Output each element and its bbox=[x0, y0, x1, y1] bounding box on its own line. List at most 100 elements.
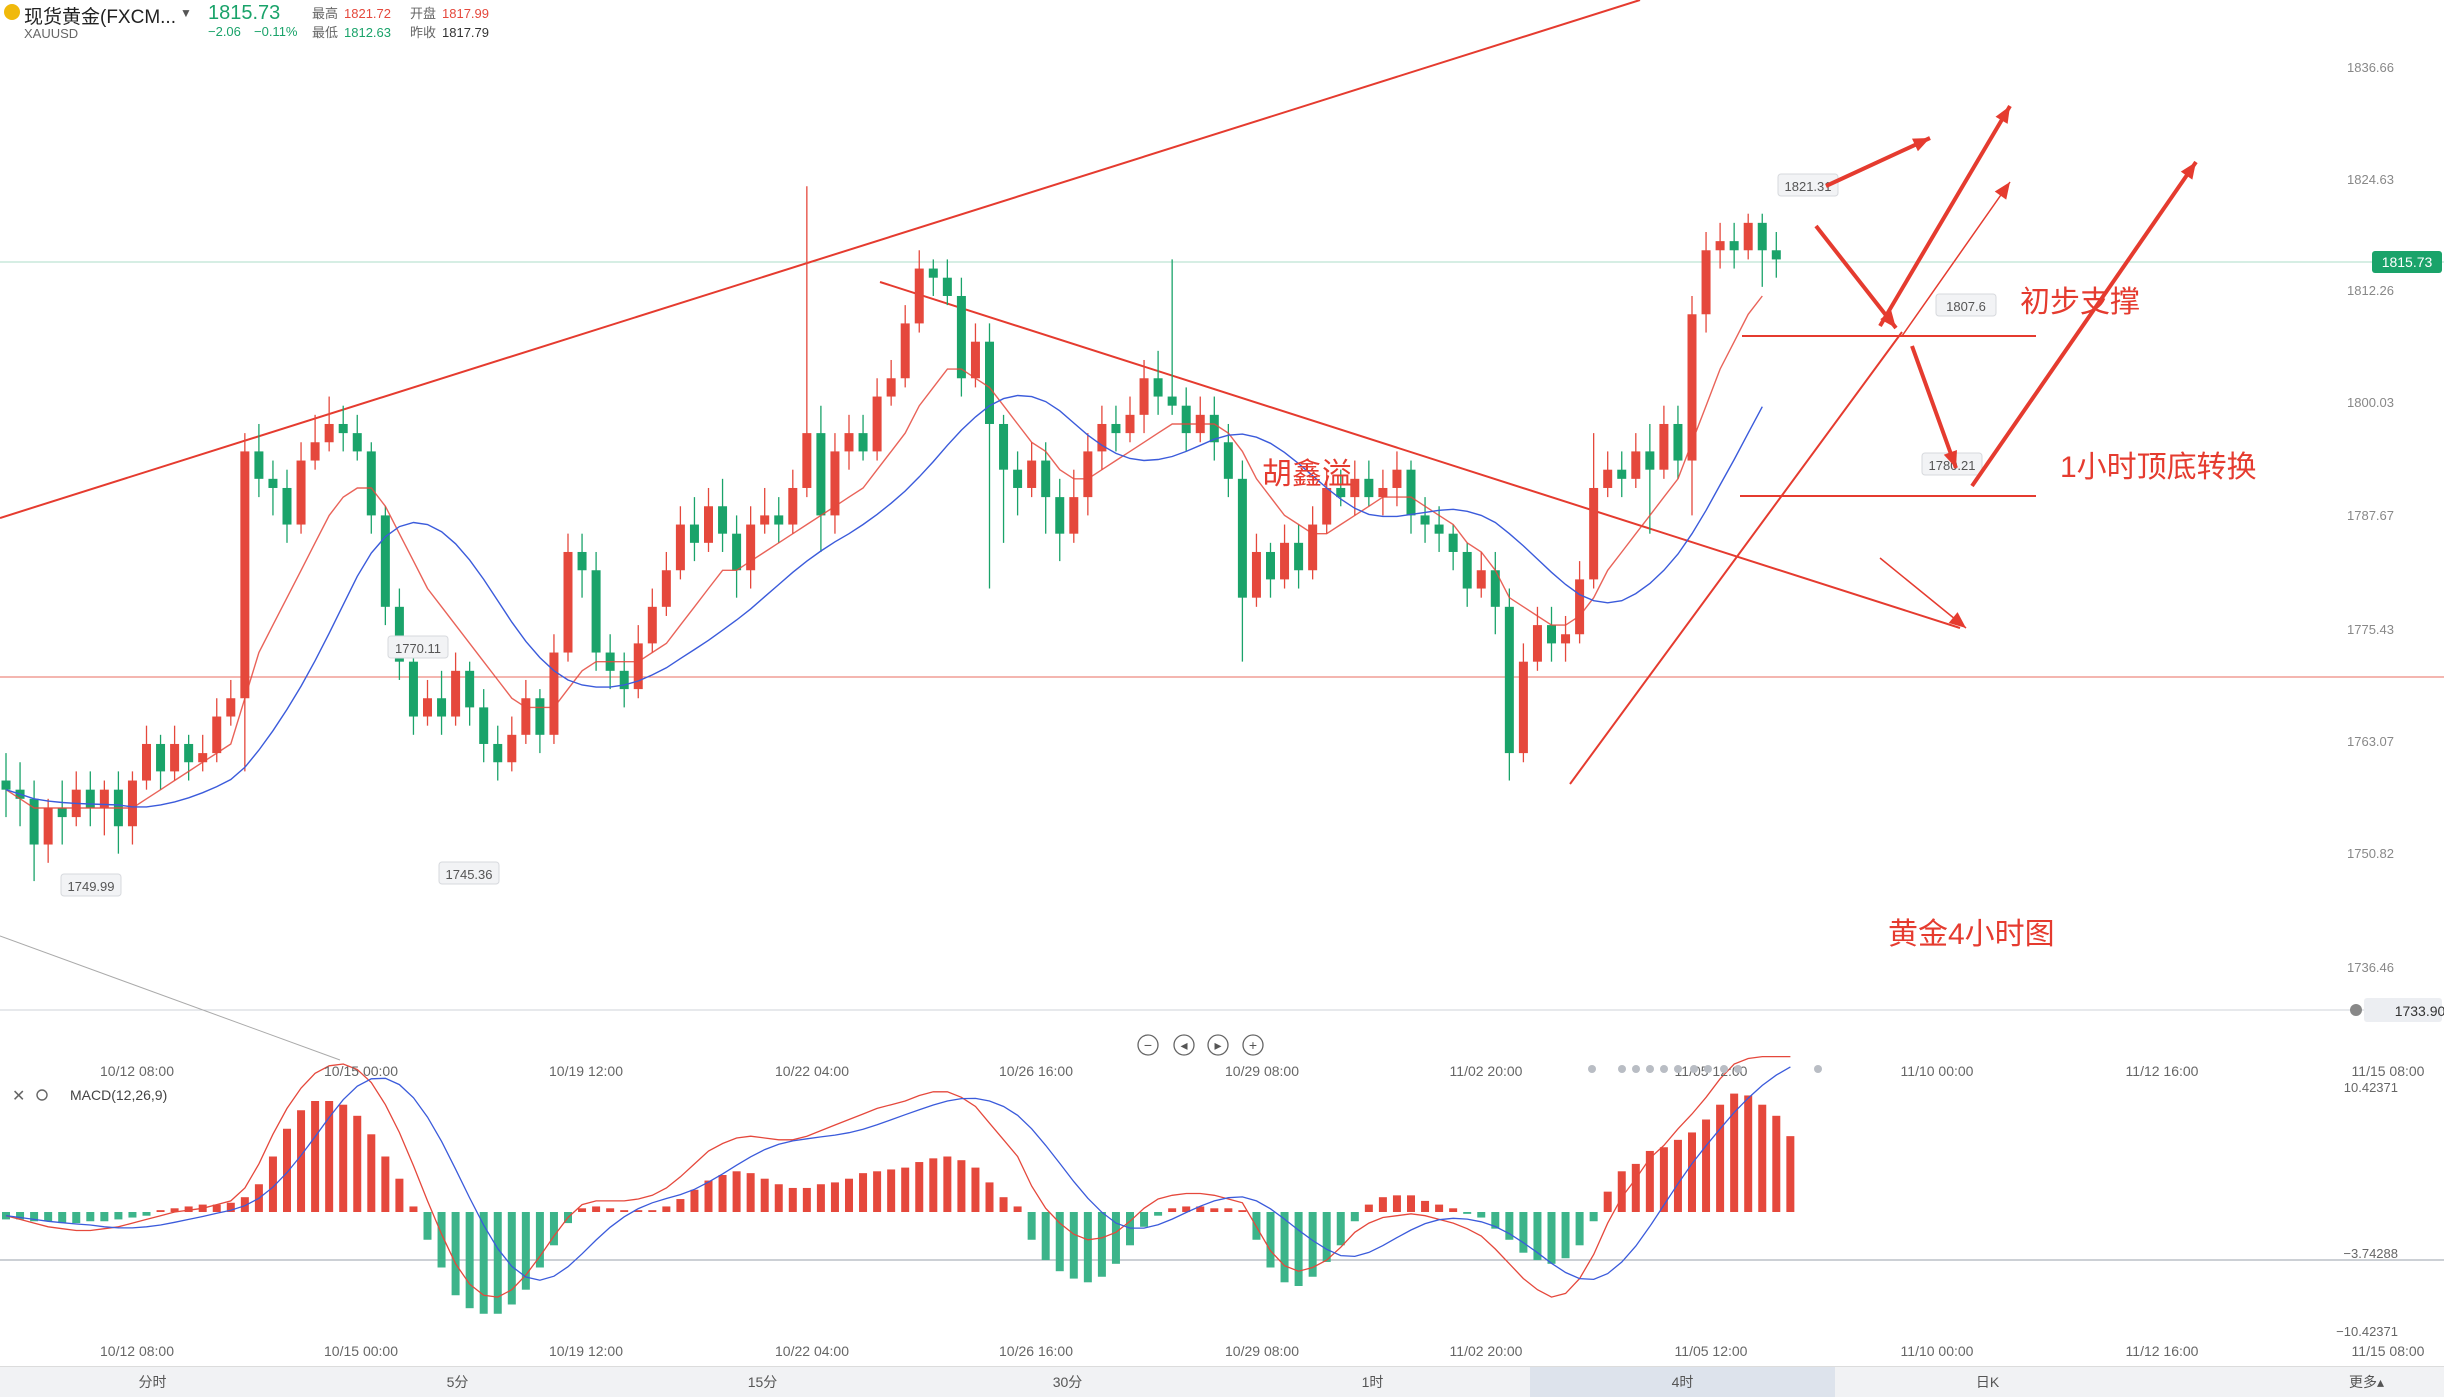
macd-histogram-bar bbox=[1744, 1095, 1753, 1212]
candle-body bbox=[1027, 460, 1037, 488]
macd-histogram-bar bbox=[943, 1156, 952, 1212]
tab-timeshare[interactable]: 分时 bbox=[138, 1374, 167, 1390]
zoom-in-button-circle bbox=[1242, 1034, 1264, 1056]
macd-x-axis-tick-label: 11/02 20:00 bbox=[1450, 1343, 1523, 1359]
macd-histogram-bar bbox=[732, 1171, 741, 1212]
macd-histogram-bar bbox=[1772, 1115, 1781, 1212]
macd-histogram-bar bbox=[1266, 1212, 1275, 1268]
candle-body bbox=[1561, 634, 1571, 644]
macd-histogram-bar bbox=[606, 1208, 615, 1212]
settings-icon[interactable] bbox=[36, 1089, 48, 1101]
candle bbox=[437, 670, 447, 735]
candle-body bbox=[1617, 469, 1627, 479]
candle-body bbox=[774, 515, 784, 525]
tab-1h[interactable]: 1时 bbox=[1361, 1374, 1384, 1390]
tab-30m[interactable]: 30分 bbox=[1052, 1374, 1083, 1390]
candle-body bbox=[1069, 497, 1079, 534]
candle-body bbox=[1139, 378, 1149, 415]
candle bbox=[198, 734, 208, 772]
candle-body bbox=[1167, 396, 1177, 406]
open-label: 开盘 bbox=[410, 6, 437, 21]
candle-body bbox=[675, 524, 685, 571]
candle bbox=[338, 405, 348, 452]
macd-histogram-bar bbox=[1182, 1206, 1191, 1212]
scroll-left-button[interactable]: ◂ bbox=[1173, 1034, 1195, 1056]
macd-histogram-bar bbox=[1069, 1212, 1078, 1279]
close-icon[interactable]: ✕ bbox=[12, 1088, 25, 1105]
candle-body bbox=[1392, 469, 1402, 488]
candle bbox=[1195, 396, 1205, 443]
x-axis-tick-label: 10/19 12:00 bbox=[549, 1063, 623, 1079]
candle-body bbox=[240, 451, 250, 699]
candle bbox=[1575, 561, 1585, 644]
candle-body bbox=[732, 533, 742, 571]
zoom-out-button[interactable]: − bbox=[1137, 1034, 1159, 1056]
candle bbox=[577, 533, 587, 598]
candle-body bbox=[1434, 524, 1444, 534]
tab-15m[interactable]: 15分 bbox=[747, 1374, 778, 1390]
x-axis-tick-label: 11/02 20:00 bbox=[1450, 1063, 1523, 1079]
alert-price-badge[interactable] bbox=[2364, 998, 2442, 1022]
candle bbox=[1490, 551, 1500, 635]
candle bbox=[956, 277, 966, 397]
macd-histogram-bar bbox=[1505, 1212, 1514, 1240]
tab-4h[interactable]: 4时 bbox=[1530, 1367, 1835, 1397]
macd-histogram-bar bbox=[1350, 1212, 1359, 1222]
candle-body bbox=[142, 743, 151, 781]
macd-x-axis-tick-label: 10/15 00:00 bbox=[324, 1343, 398, 1359]
scroll-right-button-circle bbox=[1207, 1034, 1229, 1056]
tab-daily[interactable]: 日K bbox=[1975, 1374, 2000, 1390]
symbol-name[interactable]: 现货黄金(FXCM... bbox=[24, 7, 176, 28]
candle bbox=[1673, 405, 1683, 479]
macd-histogram-bar bbox=[1435, 1204, 1444, 1212]
timeline-dot bbox=[1674, 1065, 1682, 1073]
macd-histogram-bar bbox=[845, 1178, 853, 1212]
candle bbox=[1729, 222, 1739, 269]
timeline-dot bbox=[1588, 1065, 1596, 1073]
bell-icon[interactable] bbox=[2350, 1004, 2362, 1016]
arrow-down-to-support-head bbox=[1880, 310, 1896, 328]
tab-more[interactable]: 更多▴ bbox=[2140, 1367, 2444, 1397]
zoom-out-button-circle bbox=[1137, 1034, 1159, 1056]
y-axis-tick-label: 1775.43 bbox=[2347, 622, 2394, 637]
candle-body bbox=[1631, 451, 1641, 479]
candle-body bbox=[437, 698, 447, 717]
candle-body bbox=[254, 451, 264, 479]
macd-histogram-bar bbox=[184, 1206, 193, 1212]
open-value: 1817.99 bbox=[442, 6, 490, 21]
tab-5m[interactable]: 5分 bbox=[446, 1374, 469, 1390]
macd-histogram-bar bbox=[1547, 1212, 1556, 1264]
candle bbox=[113, 771, 123, 854]
macd-histogram-bar bbox=[999, 1197, 1008, 1212]
macd-x-axis-tick-label: 10/26 16:00 bbox=[999, 1343, 1073, 1359]
gray-trend-line bbox=[0, 935, 341, 1061]
x-axis-tick-label: 10/15 00:00 bbox=[324, 1063, 398, 1079]
candle-body bbox=[1757, 222, 1767, 251]
candle bbox=[1223, 423, 1233, 498]
candle-body bbox=[156, 743, 166, 772]
macd-histogram-bar bbox=[1224, 1208, 1233, 1212]
candle-body bbox=[29, 798, 39, 845]
candle bbox=[1069, 469, 1079, 543]
candle bbox=[788, 469, 798, 534]
candle bbox=[1715, 222, 1725, 269]
candle-body bbox=[914, 268, 924, 324]
timeline-dot bbox=[1734, 1065, 1742, 1073]
x-axis-tick-label: 11/15 08:00 bbox=[2352, 1063, 2425, 1079]
scroll-right-button[interactable]: ▸ bbox=[1207, 1034, 1229, 1056]
chevron-down-icon[interactable]: ▼ bbox=[180, 6, 192, 20]
macd-histogram-bar bbox=[1083, 1212, 1092, 1283]
candle-body bbox=[43, 807, 53, 845]
macd-histogram-bar bbox=[746, 1173, 755, 1212]
candle bbox=[85, 771, 95, 827]
candle bbox=[802, 186, 812, 498]
macd-histogram-bar bbox=[1561, 1212, 1570, 1259]
candle-body bbox=[1687, 314, 1697, 461]
macd-histogram-bar bbox=[507, 1212, 516, 1305]
y-axis-tick-label: 1800.03 bbox=[2347, 395, 2394, 410]
zoom-in-button[interactable]: + bbox=[1242, 1034, 1264, 1056]
macd-histogram-bar bbox=[72, 1212, 81, 1224]
candle bbox=[1561, 615, 1571, 662]
candle-body bbox=[507, 734, 517, 763]
